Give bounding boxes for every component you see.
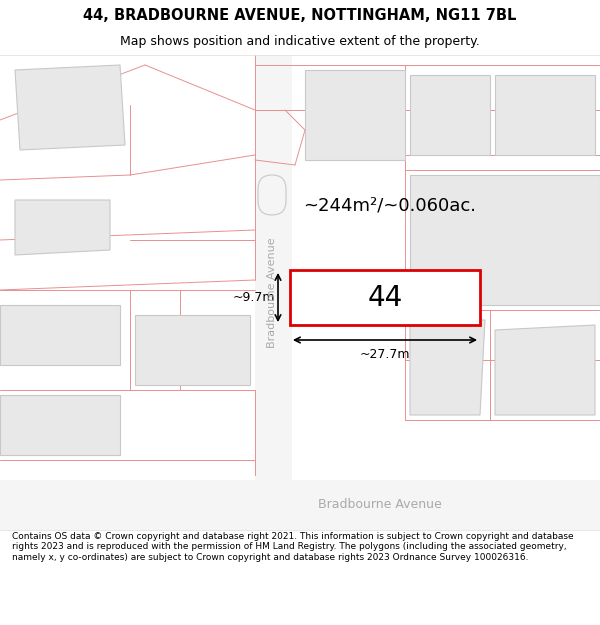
Text: Map shows position and indicative extent of the property.: Map shows position and indicative extent…: [120, 35, 480, 48]
Text: ~244m²/~0.060ac.: ~244m²/~0.060ac.: [304, 196, 476, 214]
Polygon shape: [495, 75, 595, 155]
Polygon shape: [0, 305, 120, 365]
Bar: [290, 270, 480, 325]
Polygon shape: [15, 200, 110, 255]
Text: ~9.7m: ~9.7m: [233, 291, 275, 304]
Text: 44, BRADBOURNE AVENUE, NOTTINGHAM, NG11 7BL: 44, BRADBOURNE AVENUE, NOTTINGHAM, NG11 …: [83, 8, 517, 23]
FancyBboxPatch shape: [258, 175, 286, 215]
Polygon shape: [305, 70, 405, 160]
Text: Contains OS data © Crown copyright and database right 2021. This information is : Contains OS data © Crown copyright and d…: [12, 532, 574, 562]
Polygon shape: [255, 55, 292, 530]
Polygon shape: [410, 175, 600, 305]
Text: 44: 44: [367, 284, 403, 311]
Polygon shape: [15, 65, 125, 150]
Polygon shape: [135, 315, 250, 385]
Text: ~27.7m: ~27.7m: [360, 348, 410, 361]
Polygon shape: [410, 75, 490, 155]
Polygon shape: [495, 325, 595, 415]
Polygon shape: [0, 480, 600, 530]
Text: Bradbourne Avenue: Bradbourne Avenue: [267, 238, 277, 348]
Text: Bradbourne Avenue: Bradbourne Avenue: [318, 499, 442, 511]
Polygon shape: [410, 320, 485, 415]
Polygon shape: [0, 395, 120, 455]
